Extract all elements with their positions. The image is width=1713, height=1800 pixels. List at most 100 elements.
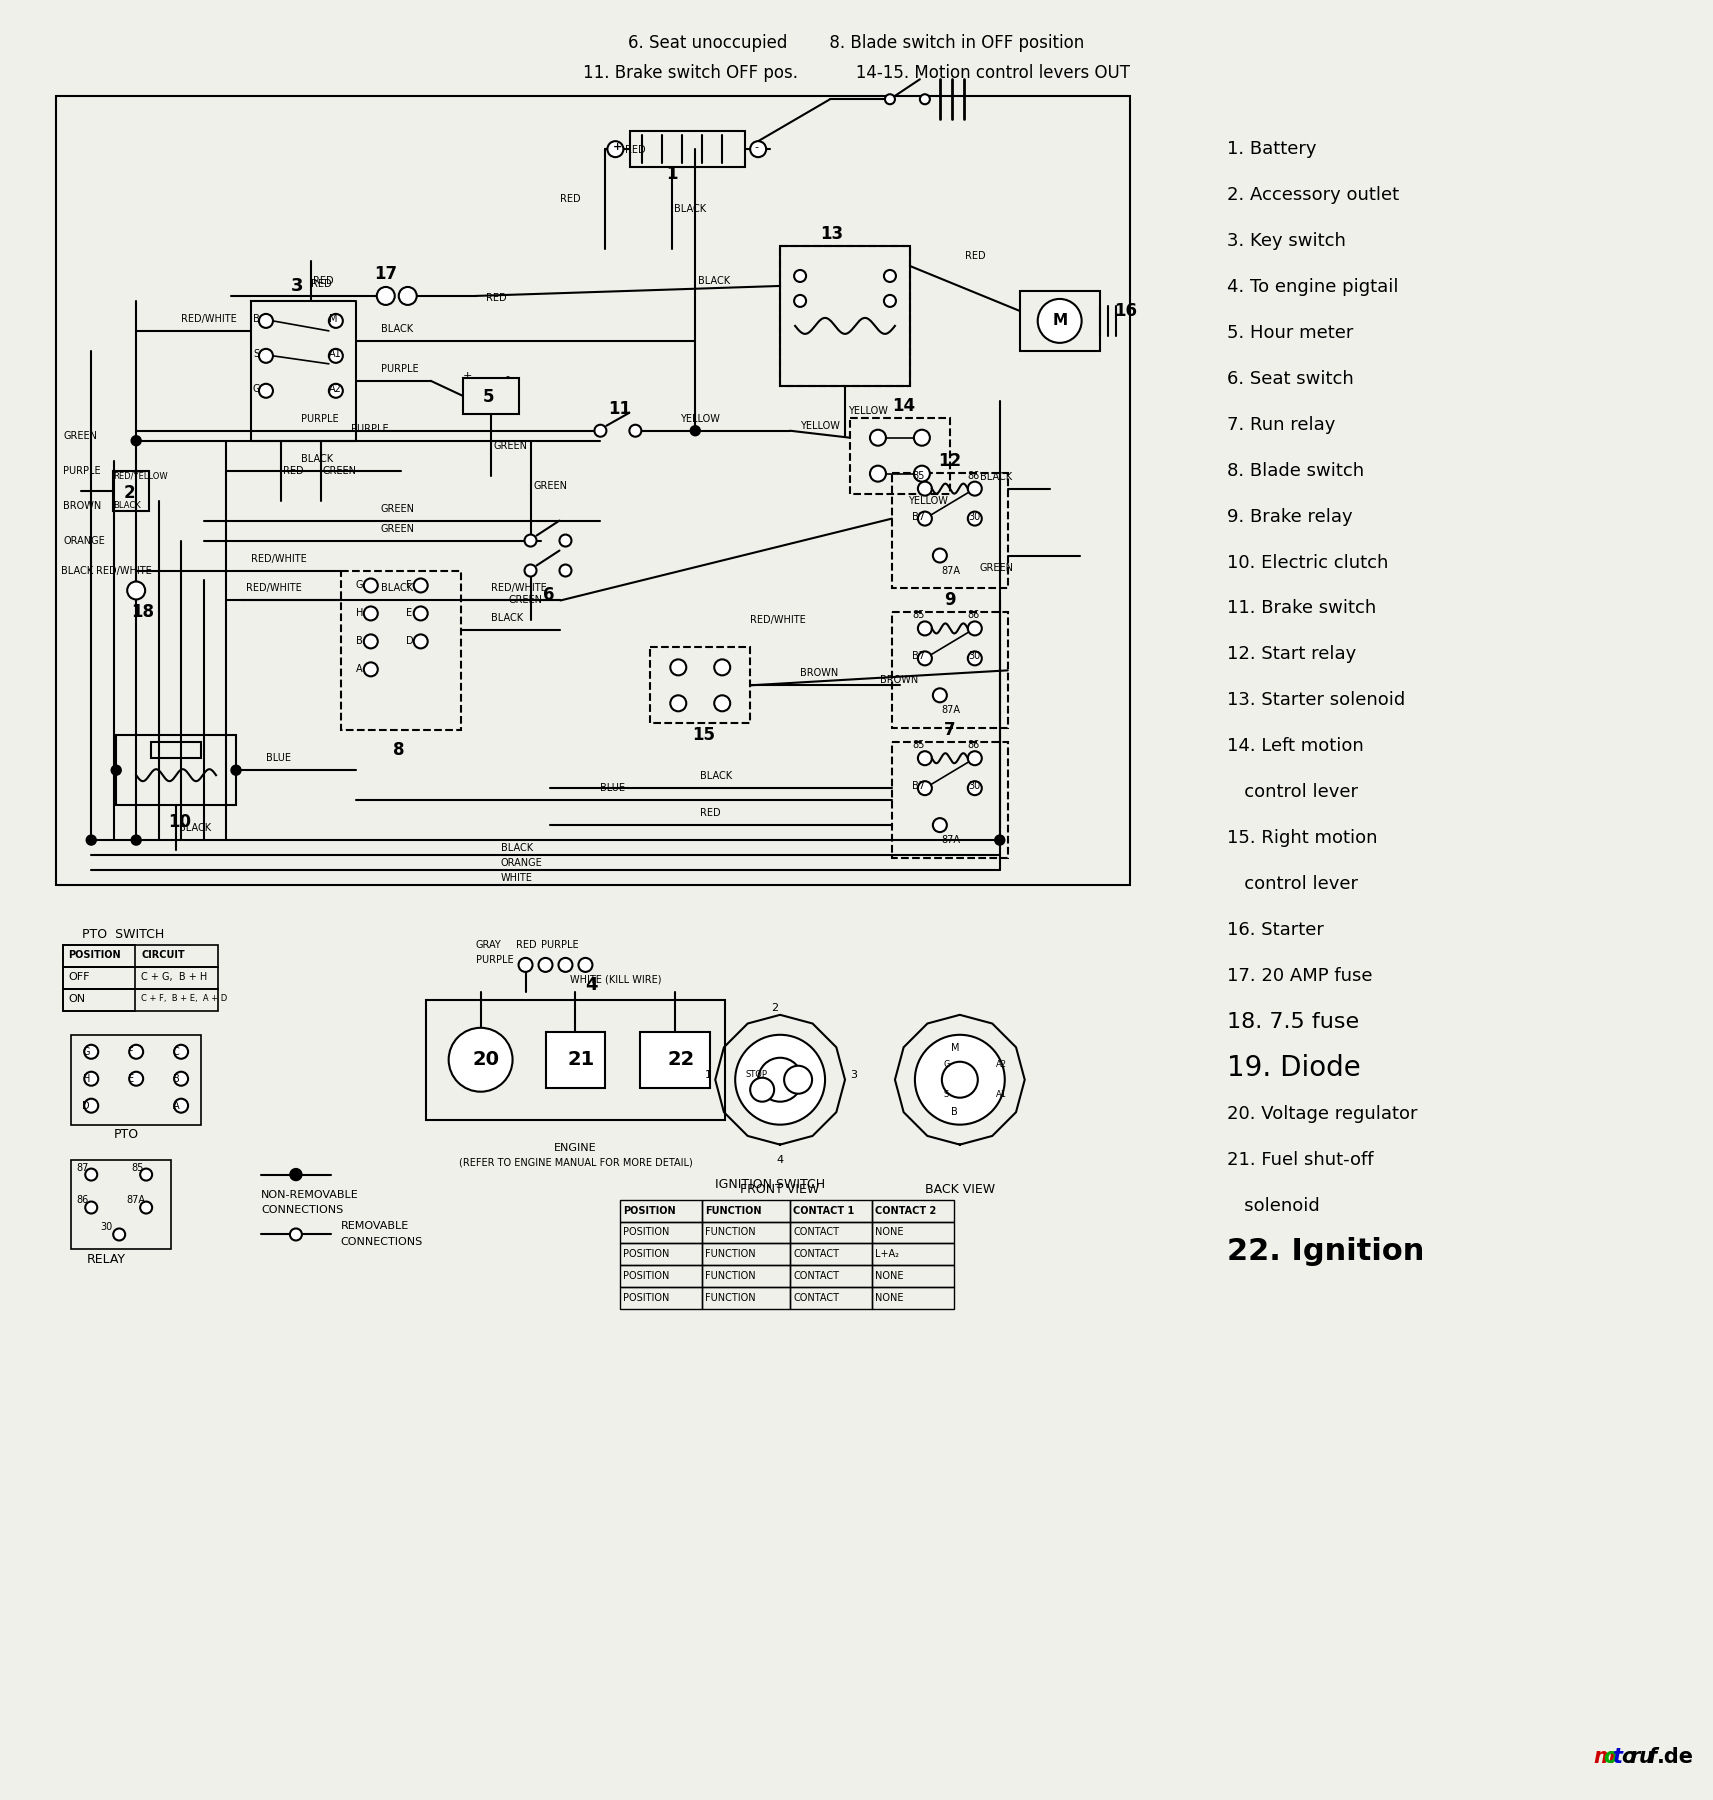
Text: BLUE: BLUE (601, 783, 625, 794)
Text: G: G (254, 383, 260, 394)
Text: A1: A1 (329, 349, 341, 358)
Text: BLACK: BLACK (699, 275, 730, 286)
Text: 2: 2 (123, 484, 135, 502)
Text: 10: 10 (168, 814, 192, 832)
Text: G: G (356, 580, 363, 590)
Circle shape (670, 659, 687, 675)
Text: ORANGE: ORANGE (63, 536, 104, 545)
Text: A1: A1 (995, 1091, 1007, 1100)
Text: 1: 1 (666, 166, 678, 184)
Text: STOP: STOP (745, 1071, 767, 1080)
Text: .de: .de (1656, 1746, 1694, 1766)
Text: D: D (406, 637, 413, 646)
Text: NONE: NONE (875, 1228, 903, 1237)
Bar (620, 1265, 702, 1287)
Circle shape (579, 958, 593, 972)
Bar (779, 247, 910, 385)
Bar (702, 1199, 790, 1222)
Circle shape (884, 270, 896, 283)
Circle shape (86, 835, 96, 844)
Text: 7: 7 (944, 722, 956, 740)
Circle shape (449, 1028, 512, 1093)
Text: RED: RED (701, 808, 721, 819)
Text: 22: 22 (668, 1049, 694, 1069)
Text: WHITE: WHITE (500, 873, 533, 884)
Bar (63, 988, 218, 1012)
Circle shape (968, 781, 982, 796)
Text: BLACK: BLACK (301, 454, 332, 464)
Text: PURPLE: PURPLE (351, 423, 389, 434)
Text: 20: 20 (473, 1049, 500, 1069)
Bar (620, 1244, 702, 1265)
Text: 14. Left motion: 14. Left motion (1228, 738, 1364, 756)
Text: M: M (951, 1042, 959, 1053)
Text: S: S (254, 349, 259, 358)
Text: B7: B7 (911, 511, 925, 522)
Text: u: u (1639, 1746, 1653, 1766)
Bar (1019, 292, 1100, 351)
Bar (630, 131, 745, 167)
Text: GREEN: GREEN (322, 466, 356, 475)
Circle shape (934, 549, 947, 563)
Text: 86: 86 (968, 470, 980, 481)
Text: 30: 30 (968, 652, 980, 661)
Circle shape (289, 1168, 301, 1181)
Bar (927, 1087, 940, 1102)
Text: B: B (173, 1075, 180, 1084)
Bar (620, 1222, 702, 1244)
Text: 4: 4 (586, 976, 598, 994)
Circle shape (968, 751, 982, 765)
Bar (113, 470, 149, 511)
Bar (641, 1031, 711, 1087)
Text: FUNCTION: FUNCTION (706, 1271, 755, 1282)
Bar (63, 967, 218, 988)
Text: 87A: 87A (942, 565, 961, 576)
Text: 19. Diode: 19. Diode (1228, 1053, 1362, 1082)
Bar (779, 247, 910, 385)
Text: C + G,  B + H: C + G, B + H (140, 972, 207, 981)
Text: E: E (406, 608, 411, 619)
Text: BLACK: BLACK (180, 823, 211, 833)
Circle shape (934, 688, 947, 702)
Text: POSITION: POSITION (624, 1271, 670, 1282)
Text: GREEN: GREEN (380, 504, 415, 513)
Text: 5: 5 (483, 387, 493, 405)
Circle shape (231, 765, 242, 776)
Text: D: D (82, 1100, 91, 1111)
Circle shape (113, 1228, 125, 1240)
Bar (341, 571, 461, 731)
Text: 12. Start relay: 12. Start relay (1228, 646, 1357, 664)
Circle shape (918, 781, 932, 796)
Text: YELLOW: YELLOW (680, 414, 719, 423)
Bar (72, 1035, 200, 1125)
Bar (872, 1244, 954, 1265)
Bar (702, 1222, 790, 1244)
Text: CONNECTIONS: CONNECTIONS (260, 1204, 343, 1215)
Text: BLACK: BLACK (380, 583, 413, 594)
Text: RED: RED (560, 194, 581, 203)
Text: 85: 85 (911, 740, 925, 751)
Text: RED/WHITE: RED/WHITE (96, 565, 152, 576)
Text: A2: A2 (329, 383, 341, 394)
Text: 3: 3 (291, 277, 303, 295)
Text: 10. Electric clutch: 10. Electric clutch (1228, 554, 1389, 572)
Bar (872, 1199, 954, 1222)
Text: PURPLE: PURPLE (380, 364, 418, 374)
Bar (952, 1103, 966, 1116)
Circle shape (968, 511, 982, 526)
Circle shape (918, 511, 932, 526)
Text: RED: RED (964, 250, 985, 261)
Bar (545, 1031, 605, 1087)
Circle shape (289, 1228, 301, 1240)
Circle shape (915, 430, 930, 446)
Text: RED: RED (283, 466, 303, 475)
Text: GREEN: GREEN (980, 563, 1014, 572)
Text: F: F (406, 580, 411, 590)
Circle shape (259, 313, 272, 328)
Circle shape (84, 1044, 98, 1058)
Circle shape (918, 751, 932, 765)
Text: IGNITION SWITCH: IGNITION SWITCH (714, 1177, 826, 1192)
Text: A: A (173, 1100, 180, 1111)
Bar (892, 612, 1007, 729)
Text: OFF: OFF (69, 972, 89, 981)
